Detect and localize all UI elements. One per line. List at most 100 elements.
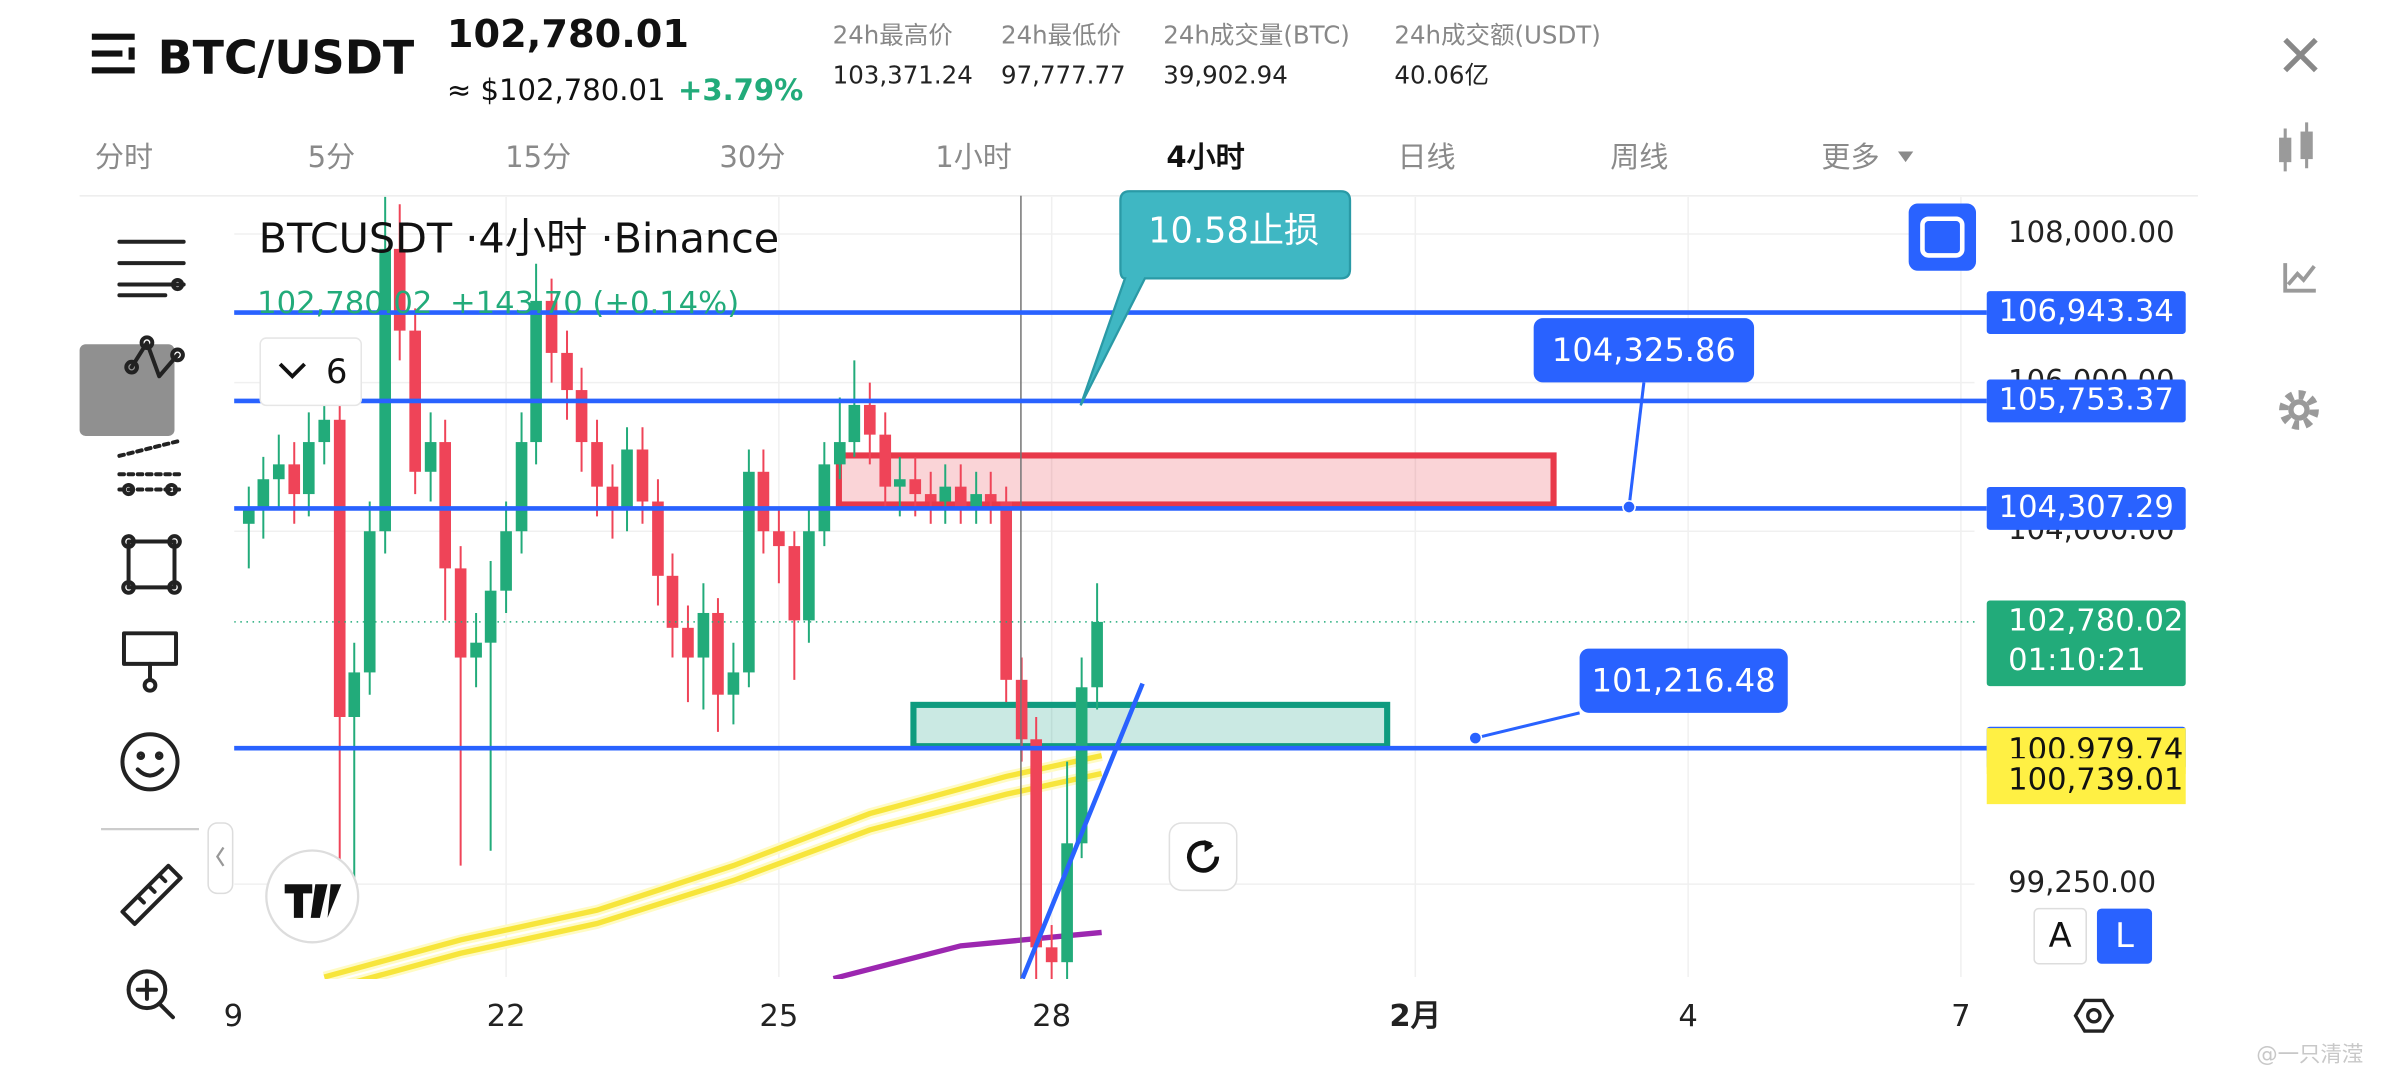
x-tick-label: 7 (1951, 999, 1970, 1034)
tab[interactable]: 5分 (308, 140, 356, 174)
collapse-arrow (215, 846, 225, 867)
candle-body (257, 479, 270, 509)
tool-fib[interactable] (117, 438, 183, 497)
x-tick-label: 4 (1678, 999, 1697, 1034)
y-tick-label: 99,250.00 (2008, 865, 2156, 899)
change: +3.79% (678, 73, 803, 107)
indicator-toggle[interactable] (259, 337, 362, 407)
tab[interactable]: 周线 (1610, 140, 1668, 174)
indicator-chevron (278, 362, 306, 380)
candle-body (515, 442, 528, 532)
y-tick-label: 108,000.00 (2008, 215, 2174, 249)
candle-body (439, 442, 451, 569)
menu-icon[interactable] (91, 33, 135, 74)
countdown: 01:10:21 (2008, 643, 2145, 678)
candle-body (652, 501, 664, 576)
stat-value: 97,777.77 (1001, 60, 1126, 89)
price-tag (1986, 486, 2186, 530)
tab[interactable]: 15分 (505, 140, 571, 174)
tab[interactable]: 日线 (1397, 140, 1455, 174)
price-tag (1986, 291, 2186, 334)
price: 102,780.01 (447, 12, 689, 57)
candle-body (757, 471, 770, 532)
candle-body (743, 471, 755, 673)
candle-body (575, 390, 588, 443)
tab[interactable]: 4小时 (1166, 140, 1244, 174)
stat-label: 24h最低价 (1001, 21, 1121, 50)
candle-body (833, 442, 846, 465)
stats: 24h最高价 103,371.24 24h最低价 97,777.77 24h成交量(BT… (833, 21, 1601, 90)
settings-hex[interactable] (2073, 998, 2115, 1033)
candle-body (727, 672, 740, 695)
fullscreen-button[interactable] (1908, 203, 1977, 271)
close-icon[interactable] (2283, 37, 2318, 73)
annotation-connector (1627, 382, 1646, 508)
candle-body (1045, 947, 1058, 963)
zone (910, 701, 1391, 750)
tv-logo[interactable] (265, 849, 360, 944)
tool-rect[interactable] (121, 534, 182, 595)
tab[interactable]: 30分 (719, 140, 785, 174)
tool-emoji[interactable] (120, 732, 180, 792)
tool-pattern[interactable] (124, 335, 185, 379)
callout-label: 10.58止损 (1148, 211, 1319, 252)
candle-body (712, 612, 724, 695)
legend-price: 102,780.02 (257, 286, 432, 321)
price-tag (1986, 379, 2186, 423)
candle-body (606, 486, 619, 509)
candle-body (773, 531, 785, 547)
dropdown-arrow (1897, 151, 1914, 163)
candle-body (682, 627, 694, 658)
tv-logo-mark (284, 884, 342, 918)
candle-body (591, 442, 603, 487)
scale-log[interactable]: L (2096, 908, 2153, 964)
stat-label: 24h成交额(USDT) (1394, 21, 1600, 50)
x-tick-label: 28 (1032, 999, 1071, 1034)
settings-icon[interactable] (2279, 390, 2319, 430)
ma-line (323, 753, 1103, 980)
tool-zoom[interactable] (126, 969, 175, 1020)
symbol[interactable]: BTC/USDT (158, 31, 415, 85)
candle-body (1075, 687, 1088, 844)
x-tick-label: 22 (487, 999, 526, 1034)
candle-body (1030, 739, 1043, 948)
tab[interactable]: 更多 (1821, 140, 1879, 174)
ma-tag-label: 100,739.01 (2008, 763, 2183, 798)
candle-body (924, 494, 937, 502)
annotation-point (1468, 731, 1483, 745)
price-tag-label: 106,943.34 (1999, 294, 2174, 329)
tab[interactable]: 分时 (95, 140, 153, 174)
candle-body (621, 449, 633, 509)
candle-body (242, 508, 255, 524)
x-tick-label: 25 (759, 999, 798, 1034)
candle-body (484, 590, 497, 643)
tool-lines[interactable] (117, 239, 186, 298)
last-price-tag (1986, 600, 2186, 687)
annotation-box (1579, 648, 1788, 713)
candle-body (561, 352, 573, 391)
candle-body (333, 419, 346, 717)
price-usd: ≈ $102,780.01 (447, 73, 666, 107)
last-price-label: 102,780.02 (2008, 603, 2183, 638)
tool-ruler[interactable] (120, 863, 183, 926)
x-tick-label: 9 (224, 999, 243, 1034)
tab[interactable]: 1小时 (935, 140, 1012, 174)
annotation-point (1622, 500, 1636, 514)
collapse-tab[interactable] (207, 822, 234, 895)
candle-icon[interactable] (2279, 122, 2313, 172)
candle-body (393, 248, 406, 331)
scale-auto[interactable]: A (2033, 907, 2087, 965)
chart-icon[interactable] (2283, 263, 2316, 293)
x-tick-label: 2月 (1389, 999, 1441, 1034)
tabs: 分时 5分 15分 30分 1小时 4小时 日线 周线 更多 (95, 140, 1914, 174)
drawing-toolbar (79, 239, 360, 1020)
stat-value: 39,902.94 (1163, 60, 1288, 89)
watermark: @一只清滢 (2256, 1043, 2363, 1068)
tool-note[interactable] (121, 631, 179, 693)
candle-body (530, 300, 542, 443)
reset-button[interactable] (1168, 822, 1238, 892)
candle-body (666, 575, 679, 628)
candle-body (545, 300, 558, 353)
stat-label: 24h最高价 (833, 21, 953, 50)
